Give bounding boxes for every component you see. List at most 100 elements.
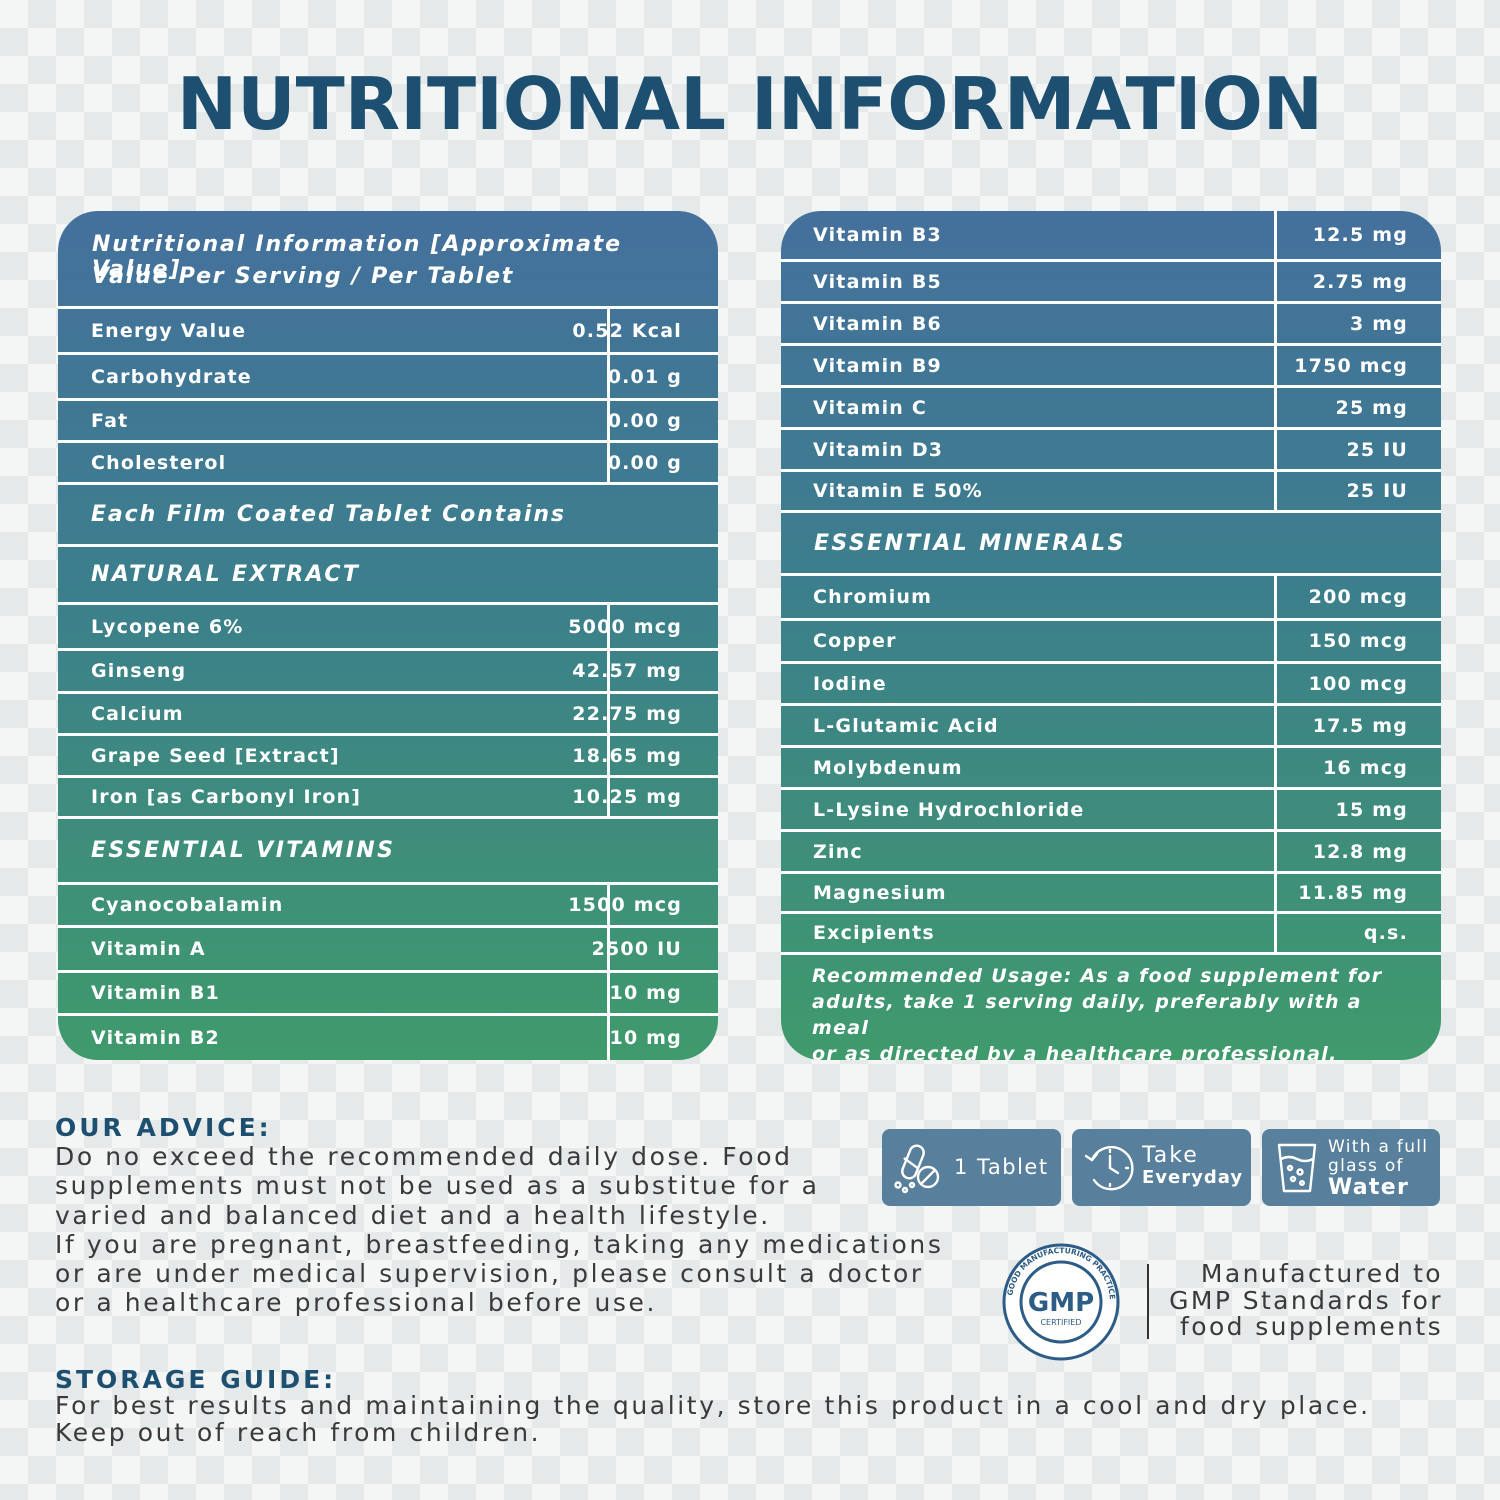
header-line-1: Nutritional Information [Approximate Val…: [92, 232, 622, 282]
row-value: 100 mcg: [1308, 672, 1408, 695]
table-row: Ginseng 42.57 mg: [58, 651, 718, 694]
storage-text: For best results and maintaining the qua…: [55, 1392, 1371, 1446]
section-heading-natural-extract: NATURAL EXTRACT: [58, 547, 718, 605]
storage-line: For best results and maintaining the qua…: [55, 1391, 1371, 1420]
storage-line: Keep out of reach from children.: [55, 1418, 542, 1447]
usage-line: Recommended Usage: As a food supplement …: [812, 965, 1383, 987]
row-value: 25 mg: [1335, 396, 1408, 419]
table-row: Vitamin B3 12.5 mg: [781, 211, 1441, 262]
row-name: Ginseng: [91, 660, 187, 682]
row-name: Excipients: [813, 922, 935, 944]
table-row: Vitamin B1 10 mg: [58, 973, 718, 1016]
badge-text: With a full glass of Water: [1328, 1138, 1428, 1200]
section-heading-text: Each Film Coated Tablet Contains: [91, 502, 566, 527]
row-value: 2500 IU: [591, 938, 682, 960]
table-row: Molybdenum 16 mcg: [781, 748, 1441, 790]
advice-text: Do no exceed the recommended daily dose.…: [55, 1142, 943, 1318]
row-value: 11.85 mg: [1298, 881, 1408, 904]
table-row: Vitamin E 50% 25 IU: [781, 472, 1441, 513]
table-row: Carbohydrate 0.01 g: [58, 355, 718, 401]
row-value: 12.5 mg: [1312, 224, 1408, 246]
table-row: Vitamin C 25 mg: [781, 388, 1441, 430]
section-heading-contains: Each Film Coated Tablet Contains: [58, 485, 718, 547]
badge-text: Take Everyday: [1142, 1145, 1243, 1189]
gmp-seal-text: GMP: [1028, 1288, 1094, 1318]
row-value: 150 mcg: [1308, 630, 1408, 652]
table-row: Excipients q.s.: [781, 914, 1441, 955]
table-row: Vitamin B9 1750 mcg: [781, 346, 1441, 388]
section-heading-essential-vitamins: ESSENTIAL VITAMINS: [58, 819, 718, 885]
table-row: L-Glutamic Acid 17.5 mg: [781, 706, 1441, 748]
row-name: Energy Value: [91, 319, 247, 342]
row-name: Vitamin B2: [91, 1027, 220, 1049]
row-name: Iodine: [813, 672, 887, 695]
badge-label: 1 Tablet: [954, 1155, 1049, 1179]
usage-line: or as directed by a healthcare professio…: [812, 1043, 1338, 1060]
row-name: Vitamin E 50%: [813, 480, 983, 502]
row-name: Zinc: [813, 840, 863, 863]
row-name: Vitamin B5: [813, 270, 942, 293]
clock-icon: [1084, 1146, 1134, 1191]
row-name: Vitamin B9: [813, 354, 942, 377]
row-value: 5000 mcg: [568, 615, 682, 638]
row-value: 0.00 g: [607, 409, 682, 432]
badge-take-everyday: Take Everyday: [1072, 1129, 1251, 1206]
row-value: 0.01 g: [607, 365, 682, 388]
table-row: Cholesterol 0.00 g: [58, 443, 718, 485]
row-name: Vitamin A: [91, 938, 206, 960]
badge-water: With a full glass of Water: [1262, 1129, 1440, 1206]
table-row: Vitamin A 2500 IU: [58, 928, 718, 973]
row-value: 16 mcg: [1323, 756, 1408, 779]
table-header: Nutritional Information [Approximate Val…: [58, 211, 718, 309]
table-row: Energy Value 0.52 Kcal: [58, 309, 718, 355]
section-heading-text: ESSENTIAL MINERALS: [814, 530, 1126, 556]
gmp-line: Manufactured to: [1200, 1259, 1443, 1288]
section-heading-text: ESSENTIAL VITAMINS: [91, 838, 396, 863]
gmp-seal-subtext: CERTIFIED: [1040, 1318, 1081, 1327]
table-row: Magnesium 11.85 mg: [781, 874, 1441, 914]
badge-line: With a full: [1328, 1137, 1429, 1157]
table-row: Vitamin B2 10 mg: [58, 1016, 718, 1060]
table-row: Grape Seed [Extract] 18.65 mg: [58, 736, 718, 778]
advice-line: or a healthcare professional before use.: [55, 1288, 658, 1318]
row-value: 1750 mcg: [1294, 354, 1408, 377]
row-value: 10.25 mg: [572, 786, 682, 808]
badge-one-tablet: 1 Tablet: [882, 1129, 1061, 1206]
table-row: Vitamin D3 25 IU: [781, 430, 1441, 472]
advice-line: varied and balanced diet and a health li…: [55, 1200, 771, 1230]
table-row: Iron [as Carbonyl Iron] 10.25 mg: [58, 778, 718, 819]
table-row: Iodine 100 mcg: [781, 664, 1441, 706]
row-value: q.s.: [1363, 922, 1408, 944]
row-name: Cyanocobalamin: [91, 894, 284, 916]
table-row: Calcium 22.75 mg: [58, 694, 718, 736]
badge-line: Take: [1142, 1143, 1199, 1168]
advice-line: If you are pregnant, breastfeeding, taki…: [55, 1229, 944, 1259]
row-value: 0.00 g: [607, 451, 682, 474]
row-name: Molybdenum: [813, 756, 963, 779]
row-name: Vitamin C: [813, 396, 927, 419]
section-heading-text: NATURAL EXTRACT: [91, 562, 361, 587]
row-value: 200 mcg: [1308, 586, 1408, 608]
row-value: 42.57 mg: [572, 660, 682, 682]
advice-title: OUR ADVICE:: [55, 1113, 272, 1142]
header-line-2: Value Per Serving / Per Tablet: [92, 264, 515, 289]
table-row: Vitamin B5 2.75 mg: [781, 262, 1441, 304]
row-value: 10 mg: [609, 982, 682, 1004]
table-row: Cyanocobalamin 1500 mcg: [58, 885, 718, 928]
table-row: L-Lysine Hydrochloride 15 mg: [781, 790, 1441, 832]
gmp-seal-icon: GMP CERTIFIED GOOD MANUFACTURING PRACTIC…: [1002, 1243, 1120, 1361]
row-name: Lycopene 6%: [91, 615, 244, 638]
row-value: 1500 mcg: [568, 894, 682, 916]
row-name: Vitamin B3: [813, 224, 942, 246]
row-value: 12.8 mg: [1312, 840, 1408, 863]
usage-line: adults, take 1 serving daily, preferably…: [812, 991, 1362, 1039]
gmp-line: food supplements: [1180, 1312, 1443, 1341]
table-row: Copper 150 mcg: [781, 621, 1441, 664]
row-value: 25 IU: [1346, 438, 1408, 461]
row-name: L-Glutamic Acid: [813, 714, 999, 737]
row-value: 18.65 mg: [572, 744, 682, 767]
page-title: NUTRITIONAL INFORMATION: [176, 62, 1324, 146]
advice-line: or are under medical supervision, please…: [55, 1259, 924, 1289]
row-name: Copper: [813, 630, 897, 652]
row-name: Cholesterol: [91, 451, 227, 474]
